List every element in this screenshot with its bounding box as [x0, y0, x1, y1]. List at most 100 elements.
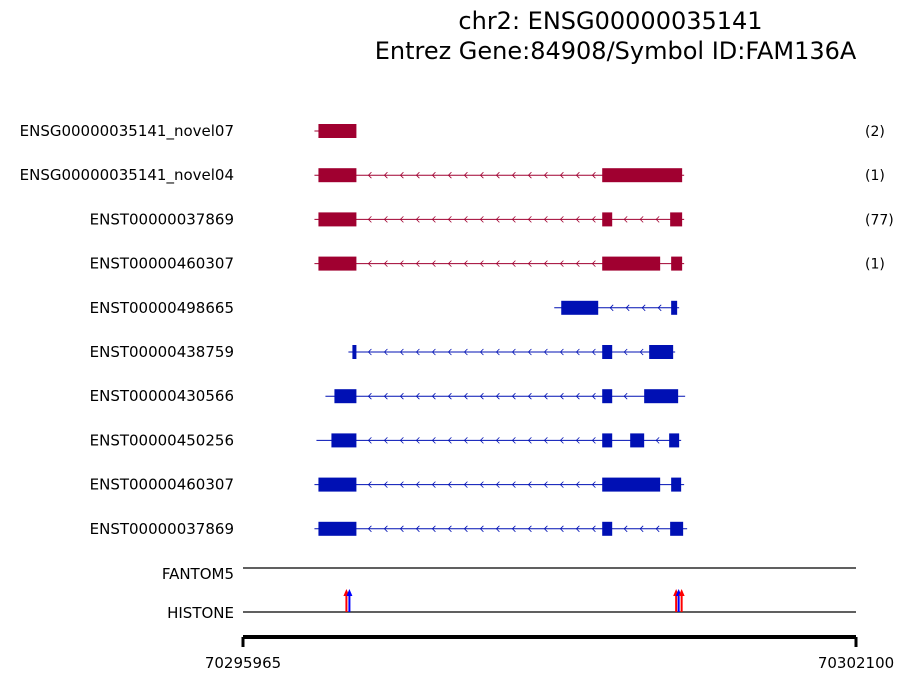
- strand-arrow: [479, 481, 484, 488]
- strand-arrow: [591, 216, 596, 223]
- strand-arrow: [399, 392, 404, 400]
- exon-block: [649, 345, 674, 359]
- axis-end-label: 70302100: [818, 654, 894, 672]
- strand-arrow: [447, 216, 452, 223]
- exon-block: [318, 477, 357, 492]
- strand-arrow: [479, 437, 484, 444]
- exon-block: [630, 433, 645, 448]
- strand-arrow: [639, 348, 644, 356]
- strand-arrow: [623, 525, 628, 533]
- exon-block: [602, 256, 661, 271]
- strand-arrow: [527, 525, 532, 533]
- strand-arrow: [367, 437, 372, 444]
- strand-arrow: [383, 216, 388, 223]
- strand-arrow: [431, 216, 436, 223]
- strand-arrow: [511, 260, 516, 267]
- strand-arrow: [591, 348, 596, 356]
- strand-arrow: [639, 525, 644, 533]
- strand-arrow: [575, 437, 580, 444]
- transcript-row[interactable]: ENST00000450256: [90, 431, 682, 449]
- transcript-label: ENST00000460307: [90, 255, 234, 273]
- strand-arrow: [431, 437, 436, 444]
- strand-arrow: [447, 481, 452, 488]
- axis-start-label: 70295965: [205, 654, 281, 672]
- exon-block: [670, 212, 683, 227]
- strand-arrow: [591, 260, 596, 267]
- exon-block: [318, 124, 357, 138]
- strand-arrow: [399, 260, 404, 267]
- strand-arrow: [591, 481, 596, 488]
- transcript-row[interactable]: ENST00000430566: [90, 387, 686, 405]
- strand-arrow: [591, 392, 596, 400]
- transcript-row[interactable]: ENSG00000035141_novel07 (2): [20, 122, 885, 141]
- strand-arrow: [447, 525, 452, 533]
- title-chromosome-gene: chr2: ENSG00000035141: [458, 7, 763, 35]
- exon-block: [671, 477, 682, 492]
- strand-arrow: [543, 525, 548, 533]
- strand-arrow: [479, 392, 484, 400]
- strand-arrow: [431, 481, 436, 488]
- strand-arrow: [399, 525, 404, 533]
- strand-arrow: [575, 481, 580, 488]
- exon-block: [602, 433, 613, 448]
- strand-arrow: [431, 171, 436, 179]
- strand-arrow: [559, 481, 564, 488]
- strand-arrow: [575, 260, 580, 267]
- strand-arrow: [495, 481, 500, 488]
- transcript-row[interactable]: ENST00000498665: [90, 299, 680, 317]
- strand-arrow: [431, 525, 436, 533]
- strand-arrow: [431, 392, 436, 400]
- strand-arrow: [495, 525, 500, 533]
- exon-block: [318, 168, 357, 183]
- histone-label: HISTONE: [167, 604, 234, 622]
- strand-arrow: [591, 525, 596, 533]
- strand-arrow: [591, 171, 596, 179]
- strand-arrow: [543, 260, 548, 267]
- transcript-row[interactable]: ENST00000037869: [90, 520, 688, 538]
- strand-arrow: [383, 392, 388, 400]
- read-count: (1): [865, 257, 885, 273]
- strand-arrow: [463, 481, 468, 488]
- strand-arrow: [527, 216, 532, 223]
- transcript-tracks: ENSG00000035141_novel07 (2) ENSG0000003514…: [20, 122, 894, 538]
- strand-arrow: [527, 171, 532, 179]
- strand-arrow: [463, 348, 468, 356]
- transcript-row[interactable]: ENST00000460307: [90, 476, 685, 494]
- strand-arrow: [415, 481, 420, 488]
- strand-arrow: [463, 437, 468, 444]
- exon-block: [561, 300, 599, 315]
- strand-arrow: [415, 216, 420, 223]
- strand-arrow: [511, 392, 516, 400]
- strand-arrow: [495, 392, 500, 400]
- strand-arrow: [463, 392, 468, 400]
- strand-arrow: [479, 216, 484, 223]
- strand-arrow: [367, 392, 372, 400]
- strand-arrow: [431, 260, 436, 267]
- transcript-row[interactable]: ENSG00000035141_novel04 (1): [20, 166, 885, 185]
- exon-block: [334, 389, 357, 404]
- strand-arrow: [367, 525, 372, 533]
- strand-arrow: [431, 348, 436, 356]
- histone-mark-arrowhead: [678, 589, 685, 596]
- strand-arrow: [527, 481, 532, 488]
- strand-arrow: [559, 437, 564, 444]
- strand-arrow: [367, 348, 372, 356]
- strand-arrow: [575, 525, 580, 533]
- strand-arrow: [383, 437, 388, 444]
- exon-block: [602, 345, 613, 359]
- exon-block: [602, 521, 613, 536]
- transcript-row[interactable]: ENST00000460307 (1): [90, 255, 885, 273]
- transcript-row[interactable]: ENST00000438759: [90, 343, 676, 361]
- transcript-label: ENST00000037869: [90, 520, 234, 538]
- strand-arrow: [591, 437, 596, 444]
- strand-arrow: [383, 260, 388, 267]
- strand-arrow: [559, 348, 564, 356]
- strand-arrow: [383, 525, 388, 533]
- exon-block: [670, 521, 684, 536]
- transcript-row[interactable]: ENST00000037869 (77): [90, 210, 894, 228]
- exon-block: [669, 433, 680, 448]
- strand-arrow: [447, 392, 452, 400]
- strand-arrow: [543, 171, 548, 179]
- strand-arrow: [527, 260, 532, 267]
- strand-arrow: [559, 525, 564, 533]
